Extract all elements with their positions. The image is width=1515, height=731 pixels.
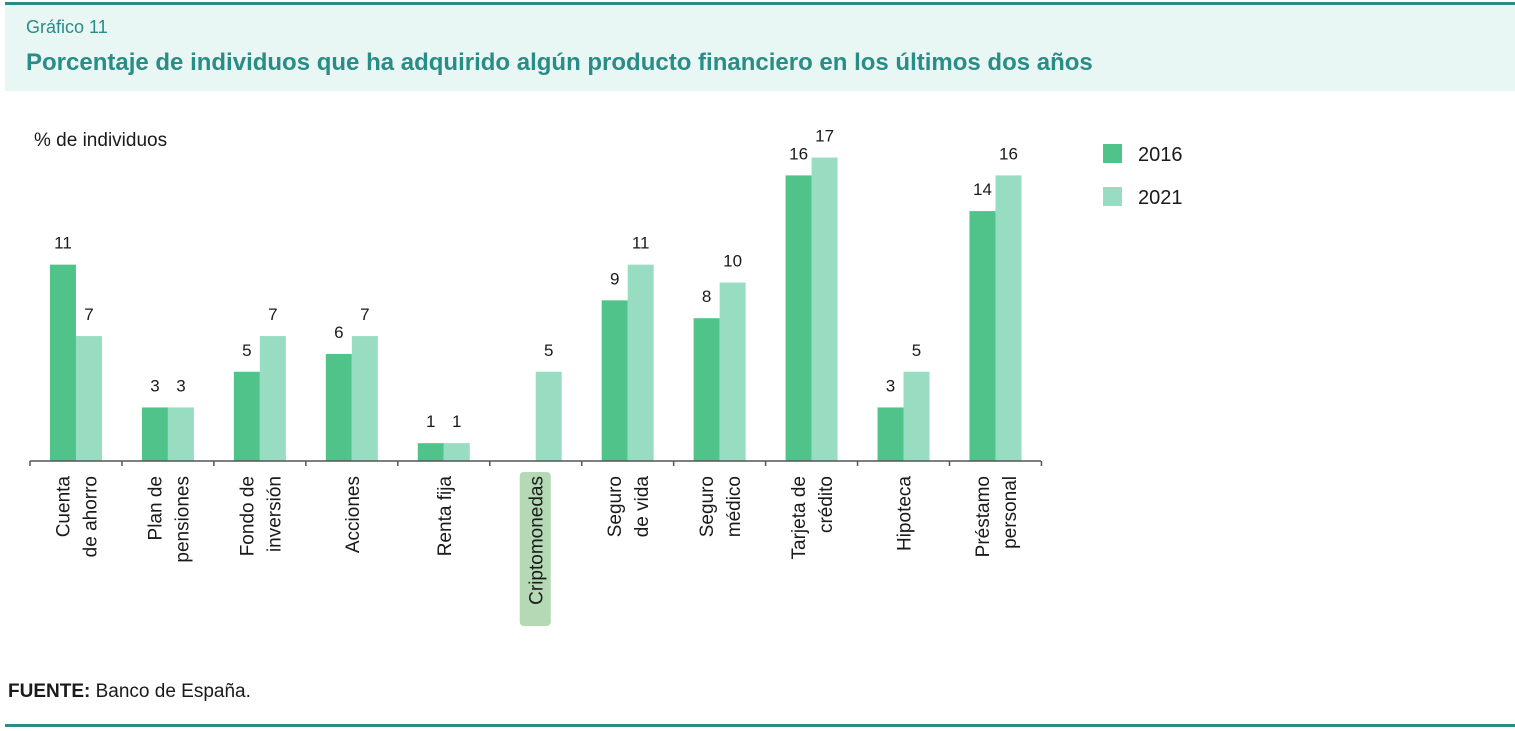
value-label-criptomonedas-2021: 5 xyxy=(544,341,553,360)
category-label-criptomonedas: Criptomonedas xyxy=(527,476,548,605)
value-label-cuenta-de-ahorro-2016: 11 xyxy=(54,234,72,253)
category-label-tarjeta-de-credito-2: crédito xyxy=(816,476,837,533)
bar-acciones-2021 xyxy=(351,336,378,461)
category-label-fondo-de-inversion-2: inversión xyxy=(264,476,285,552)
value-label-acciones-2016: 6 xyxy=(334,323,343,342)
category-label-cuenta-de-ahorro-2: de ahorro xyxy=(80,476,101,557)
value-label-tarjeta-de-credito-2021: 17 xyxy=(815,127,834,146)
category-label-cuenta-de-ahorro-1: Cuenta xyxy=(53,476,74,538)
bar-prestamo-personal-2021 xyxy=(995,175,1022,461)
bar-prestamo-personal-2016 xyxy=(969,211,996,461)
bar-acciones-2016 xyxy=(325,353,352,461)
value-label-renta-fija-2016: 1 xyxy=(426,412,435,431)
value-label-tarjeta-de-credito-2016: 16 xyxy=(789,144,808,163)
value-label-acciones-2021: 7 xyxy=(360,305,369,324)
category-label-prestamo-personal-2: personal xyxy=(1000,476,1021,549)
category-label-fondo-de-inversion-1: Fondo de xyxy=(237,476,258,556)
category-label-renta-fija: Renta fija xyxy=(435,476,456,557)
category-label-tarjeta-de-credito-1: Tarjeta de xyxy=(789,476,810,559)
bar-renta-fija-2016 xyxy=(417,443,444,461)
value-label-hipoteca-2016: 3 xyxy=(886,376,895,395)
value-label-prestamo-personal-2021: 16 xyxy=(999,144,1018,163)
source-text: Banco de España. xyxy=(90,681,251,702)
legend-label-2016: 2016 xyxy=(1138,144,1183,166)
value-label-plan-de-pensiones-2016: 3 xyxy=(150,376,159,395)
value-label-fondo-de-inversion-2016: 5 xyxy=(242,341,251,360)
category-label-seguro-de-vida-2: de vida xyxy=(632,476,653,538)
value-label-hipoteca-2021: 5 xyxy=(912,341,921,360)
category-label-seguro-medico-1: Seguro xyxy=(697,476,718,537)
value-label-seguro-de-vida-2021: 11 xyxy=(632,234,650,253)
bar-cuenta-de-ahorro-2021 xyxy=(75,336,102,461)
value-label-fondo-de-inversion-2021: 7 xyxy=(268,305,277,324)
category-label-seguro-medico-2: médico xyxy=(724,476,745,537)
value-label-renta-fija-2021: 1 xyxy=(452,412,461,431)
bar-fondo-de-inversion-2016 xyxy=(233,371,260,461)
bar-plan-de-pensiones-2016 xyxy=(141,407,168,461)
bar-seguro-medico-2016 xyxy=(693,318,720,461)
chart-title: Porcentaje de individuos que ha adquirid… xyxy=(26,49,1093,76)
legend-label-2021: 2021 xyxy=(1138,187,1183,209)
source-note: FUENTE: Banco de España. xyxy=(8,681,251,703)
figure-label: Gráfico 11 xyxy=(26,17,108,37)
bar-plan-de-pensiones-2021 xyxy=(167,407,194,461)
value-label-seguro-medico-2016: 8 xyxy=(702,287,711,306)
value-label-seguro-medico-2021: 10 xyxy=(723,252,742,271)
legend-swatch-2016 xyxy=(1103,144,1122,163)
category-label-hipoteca: Hipoteca xyxy=(895,476,916,551)
bar-seguro-de-vida-2016 xyxy=(601,300,628,461)
y-axis-label: % de individuos xyxy=(34,130,167,151)
category-label-prestamo-personal-1: Préstamo xyxy=(973,476,994,557)
category-label-plan-de-pensiones-1: Plan de xyxy=(145,476,166,540)
value-label-seguro-de-vida-2016: 9 xyxy=(610,269,619,288)
chart-header xyxy=(5,5,1515,91)
bar-hipoteca-2016 xyxy=(877,407,904,461)
bar-criptomonedas-2021 xyxy=(535,371,562,461)
bar-tarjeta-de-credito-2016 xyxy=(785,175,812,461)
bar-seguro-medico-2021 xyxy=(719,282,746,461)
value-label-cuenta-de-ahorro-2021: 7 xyxy=(84,305,93,324)
value-label-prestamo-personal-2016: 14 xyxy=(973,180,992,199)
bar-tarjeta-de-credito-2021 xyxy=(811,157,838,462)
bar-fondo-de-inversion-2021 xyxy=(259,336,286,461)
bar-cuenta-de-ahorro-2016 xyxy=(49,264,76,461)
bar-seguro-de-vida-2021 xyxy=(627,264,654,461)
category-highlight-criptomonedas xyxy=(519,472,551,626)
value-label-plan-de-pensiones-2021: 3 xyxy=(176,376,185,395)
bar-hipoteca-2021 xyxy=(903,371,930,461)
bottom-rule xyxy=(5,724,1515,727)
category-label-acciones: Acciones xyxy=(343,476,364,553)
legend-swatch-2021 xyxy=(1103,187,1122,206)
source-label: FUENTE: xyxy=(8,681,91,702)
category-label-plan-de-pensiones-2: pensiones xyxy=(172,476,193,563)
category-label-seguro-de-vida-1: Seguro xyxy=(605,476,626,537)
top-rule xyxy=(5,2,1515,5)
bar-renta-fija-2021 xyxy=(443,443,470,461)
